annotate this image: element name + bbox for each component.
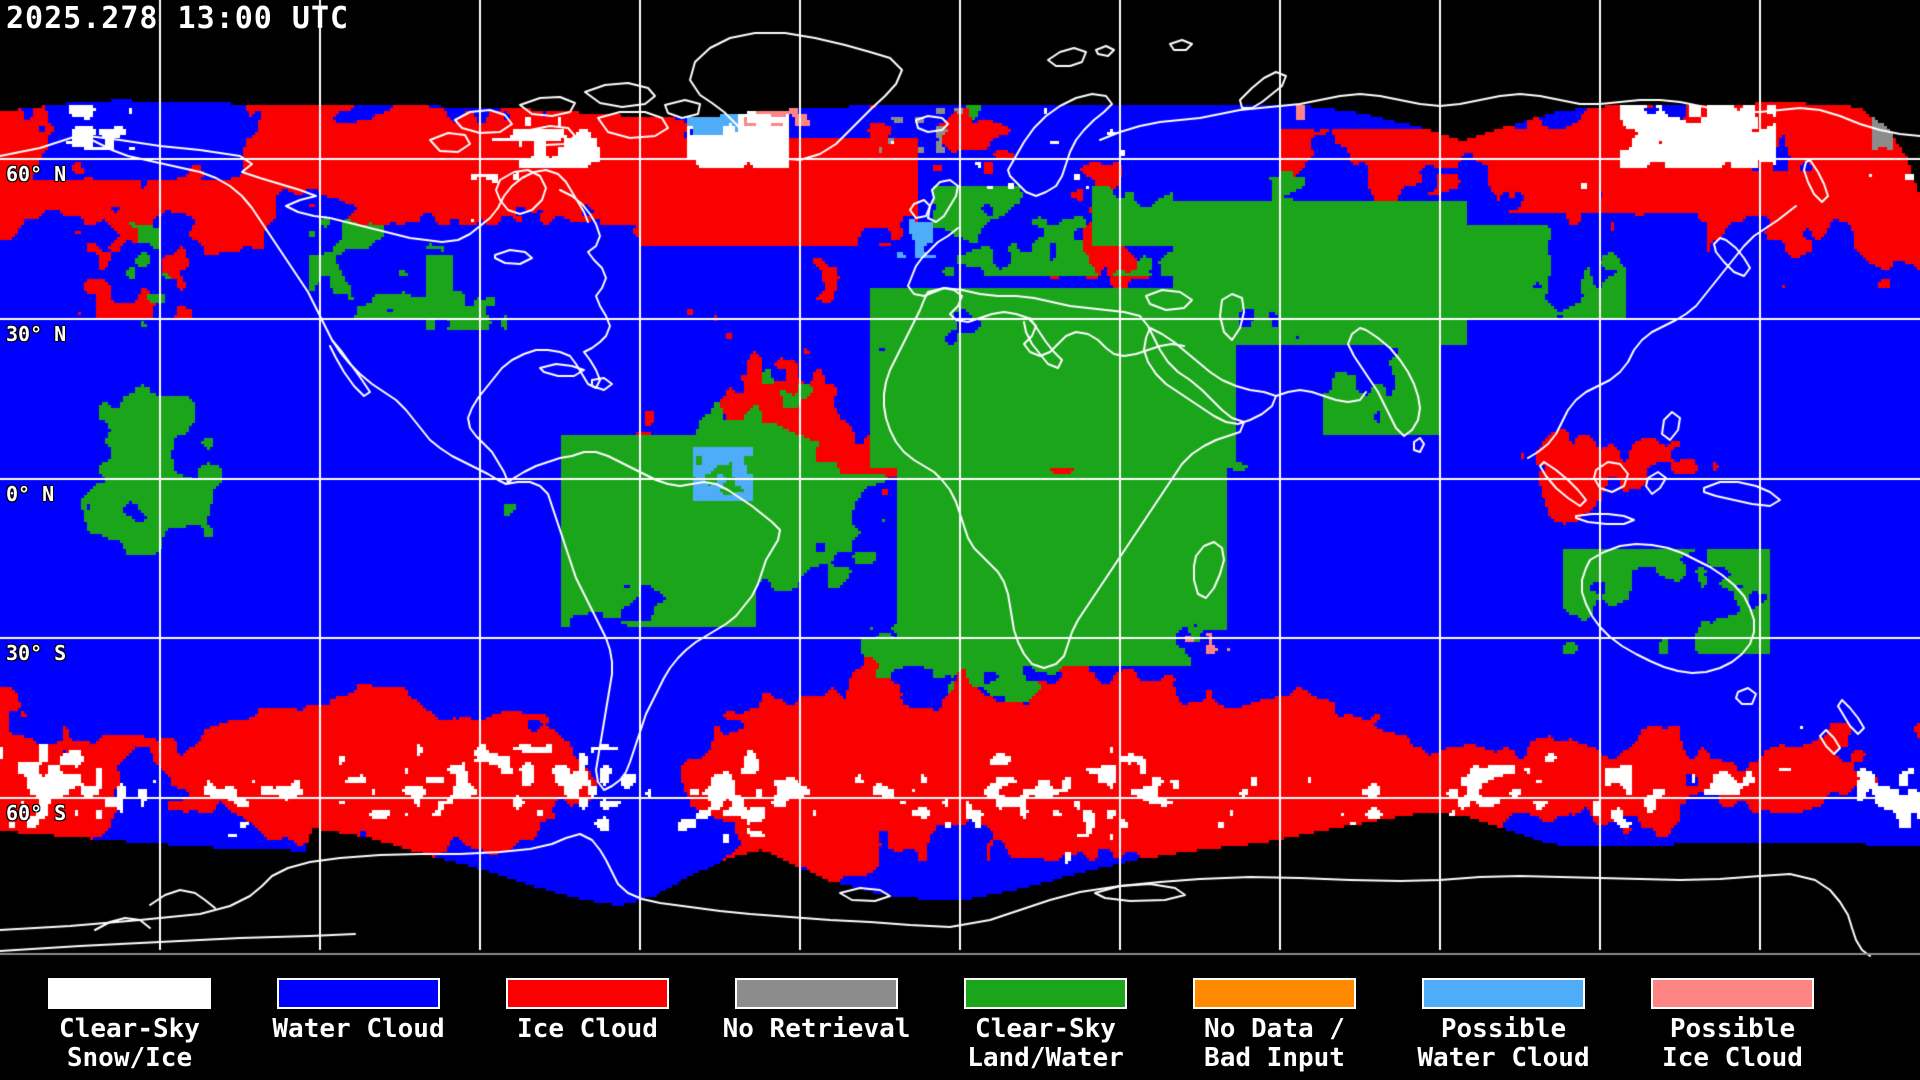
legend-swatch-snow-ice xyxy=(48,978,211,1009)
legend-label: Land/Water xyxy=(967,1043,1124,1073)
legend-item-no-data-bad-input: No Data / Bad Input xyxy=(1160,978,1389,1073)
legend-label: Clear-Sky xyxy=(59,1014,200,1044)
legend-label xyxy=(244,1044,473,1073)
legend-item-possible-water-cloud: Possible Water Cloud xyxy=(1389,978,1618,1073)
legend-label: Water Cloud xyxy=(1417,1043,1590,1073)
legend-label: Snow/Ice xyxy=(66,1043,193,1073)
lat-label-60s: 60° S xyxy=(6,801,67,825)
legend-label xyxy=(702,1044,931,1073)
legend-item-possible-ice-cloud: Possible Ice Cloud xyxy=(1618,978,1847,1073)
legend-item-ice-cloud: Ice Cloud xyxy=(473,978,702,1073)
lat-label-0n: 0° N xyxy=(6,482,55,506)
lat-label-60n: 60° N xyxy=(6,162,67,186)
legend-item-no-retrieval: No Retrieval xyxy=(702,978,931,1073)
legend-swatch-water-cloud xyxy=(277,978,440,1009)
legend-label: No Retrieval xyxy=(722,1014,911,1044)
legend-swatch-no-retrieval xyxy=(735,978,898,1009)
legend-label: Water Cloud xyxy=(272,1014,445,1044)
legend-item-clear-sky-land-water: Clear-Sky Land/Water xyxy=(931,978,1160,1073)
legend-label: Bad Input xyxy=(1204,1043,1345,1073)
cloud-phase-world-map xyxy=(0,0,1920,958)
legend-label: Clear-Sky xyxy=(975,1014,1116,1044)
legend-label: Possible xyxy=(1440,1014,1567,1044)
legend-swatch-possible-water xyxy=(1422,978,1585,1009)
lat-label-30n: 30° N xyxy=(6,322,67,346)
legend-swatch-ice-cloud xyxy=(506,978,669,1009)
lat-label-30s: 30° S xyxy=(6,641,67,665)
legend-label: Ice Cloud xyxy=(1662,1043,1803,1073)
legend-label: Ice Cloud xyxy=(517,1014,658,1044)
legend-swatch-no-data xyxy=(1193,978,1356,1009)
legend-swatch-possible-ice xyxy=(1651,978,1814,1009)
legend: Clear-Sky Snow/Ice Water Cloud Ice Cloud… xyxy=(15,978,1920,1073)
legend-swatch-clear-land xyxy=(964,978,1127,1009)
legend-item-clear-sky-snow-ice: Clear-Sky Snow/Ice xyxy=(15,978,244,1073)
legend-label: No Data / xyxy=(1204,1014,1345,1044)
legend-item-water-cloud: Water Cloud xyxy=(244,978,473,1073)
legend-label: Possible xyxy=(1669,1014,1796,1044)
map-timestamp: 2025.278 13:00 UTC xyxy=(6,1,350,36)
legend-label xyxy=(473,1044,702,1073)
